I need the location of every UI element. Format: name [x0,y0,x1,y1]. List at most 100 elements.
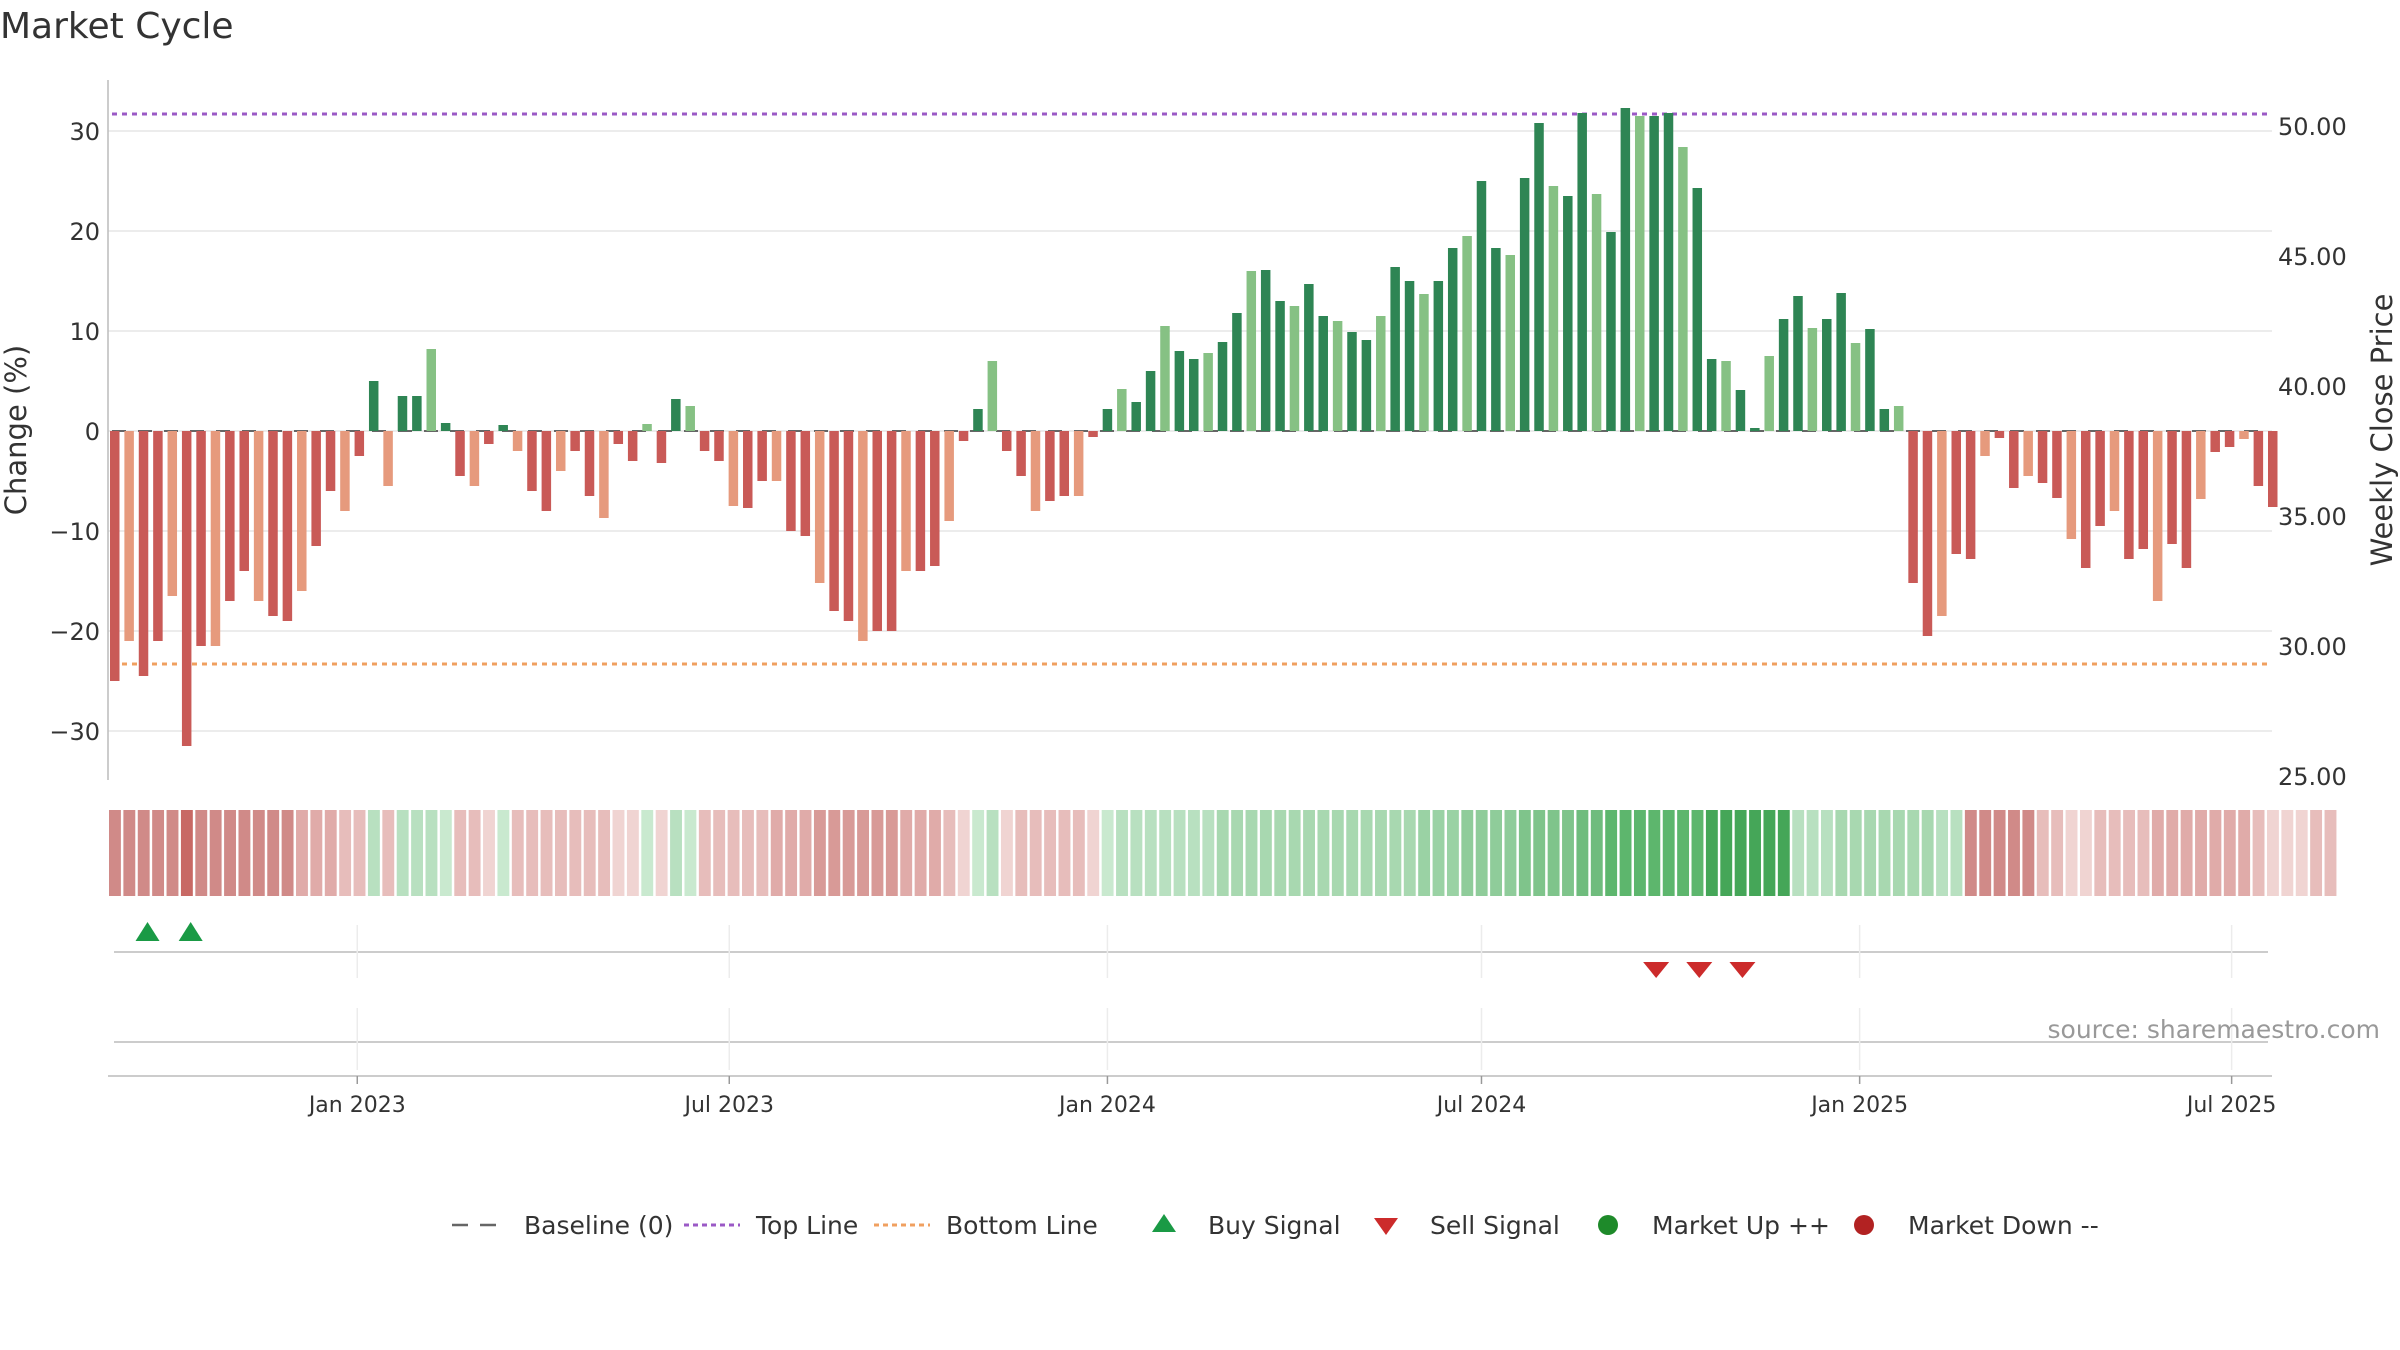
strip-cell-136 [2065,810,2078,896]
bar-84 [1318,316,1328,431]
bar-37 [642,424,652,431]
strip-cell-12 [281,810,294,896]
y-tick-label-6: −30 [49,718,100,746]
strip-cell-126 [1921,810,1934,896]
legend-item-down: Market Down -- [1854,1211,2099,1240]
legend-item-sell: Sell Signal [1374,1211,1560,1240]
sell-signal-marker-1 [1686,962,1713,978]
strip-cell-103 [1590,810,1603,896]
strip-cell-5 [180,810,193,896]
bar-26 [484,431,494,444]
strip-cell-124 [1892,810,1905,896]
strip-cell-149 [2252,810,2265,896]
strip-cell-128 [1950,810,1963,896]
strip-cell-53 [871,810,884,896]
bar-94 [1462,236,1472,431]
bar-87 [1361,340,1372,431]
strip-cell-79 [1245,810,1258,896]
strip-cell-65 [1044,810,1057,896]
y2-tick-label-5: 25.00 [2278,763,2347,791]
bar-93 [1447,248,1458,431]
strip-cell-78 [1231,810,1244,896]
strip-cell-52 [857,810,869,896]
bar-63 [1016,431,1026,476]
bar-11 [268,431,278,616]
strip-cell-109 [1677,810,1690,896]
strip-cell-66 [1058,810,1071,896]
bar-34 [599,431,609,518]
strip-cell-143 [2166,810,2179,896]
bar-129 [1965,431,1976,559]
bar-56 [915,431,926,571]
bar-54 [886,431,897,631]
bar-17 [354,431,365,456]
strip-cell-111 [1705,810,1718,896]
bar-28 [512,431,523,451]
strip-cell-20 [396,810,409,896]
bar-45 [757,431,767,481]
strip-cell-43 [727,810,740,896]
strip-cell-39 [670,810,682,896]
strip-cell-16 [339,810,352,896]
x-tick-label-4: Jan 2025 [1809,1093,1908,1118]
bar-141 [2138,431,2149,549]
strip-cell-69 [1101,810,1114,896]
strip-cell-36 [626,810,639,896]
strip-cell-67 [1072,810,1085,896]
y2-tick-label-4: 30.00 [2278,633,2347,661]
bar-111 [1706,359,1717,431]
bar-62 [1001,431,1012,451]
bar-0 [110,431,120,681]
strip-cell-72 [1144,810,1157,896]
strip-cell-45 [756,810,769,896]
strip-cell-89 [1389,810,1402,896]
bar-127 [1937,431,1947,616]
strip-cell-74 [1173,810,1186,896]
legend-symbol-buy [1152,1214,1176,1232]
legend-label-buy: Buy Signal [1208,1211,1341,1240]
sell-signal-marker-2 [1729,962,1756,978]
strip-cell-134 [2036,810,2049,896]
x-tick-label-5: Jul 2025 [2185,1093,2277,1118]
source-label: source: sharemaestro.com [2048,1015,2381,1044]
bar-138 [2095,431,2105,526]
strip-cell-148 [2238,810,2251,896]
strip-cell-151 [2281,810,2294,896]
bar-76 [1203,353,1213,431]
strip-cell-83 [1303,810,1315,896]
strip-cell-15 [324,810,337,896]
chart-title: Market Cycle [0,6,234,47]
bar-147 [2224,431,2235,447]
strip-cell-131 [1993,810,2006,896]
strip-cell-81 [1274,810,1287,896]
bar-135 [2052,431,2062,498]
strip-cell-8 [224,810,236,896]
strip-cell-92 [1432,810,1445,896]
strip-cell-60 [972,810,985,896]
bar-46 [771,431,782,481]
bar-22 [426,349,437,431]
strip-cell-116 [1777,810,1790,896]
bar-9 [239,431,249,571]
strip-cell-11 [267,810,280,896]
legend-label-baseline: Baseline (0) [524,1211,673,1240]
bar-24 [455,431,465,476]
strip-cell-80 [1259,810,1272,896]
strip-cell-70 [1116,810,1128,896]
legend-symbol-up [1598,1215,1618,1235]
legend-item-bottom: Bottom Line [874,1211,1098,1240]
strip-cell-118 [1806,810,1819,896]
bar-101 [1563,196,1573,431]
strip-cell-152 [2295,810,2308,896]
bar-107 [1649,116,1659,431]
y2-tick-label-1: 45.00 [2278,243,2347,271]
strip-cell-34 [598,810,611,896]
strip-cell-85 [1331,810,1344,896]
bar-25 [469,431,480,486]
bar-39 [671,399,681,431]
bar-124 [1893,406,1904,431]
strip-cell-13 [296,810,308,896]
bar-48 [800,431,811,536]
bar-137 [2080,431,2091,568]
strip-cell-10 [252,810,265,896]
